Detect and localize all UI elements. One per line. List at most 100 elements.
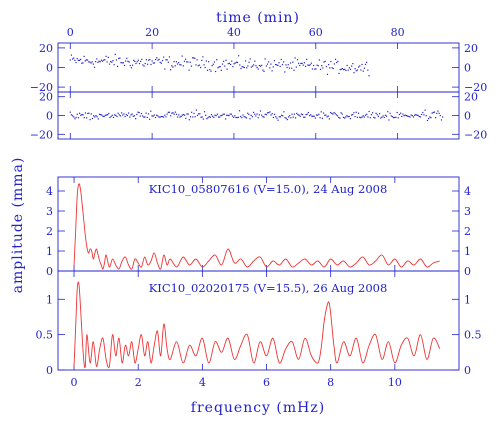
data-point [289, 115, 291, 117]
data-point [347, 116, 349, 118]
data-point [310, 114, 312, 116]
data-point [324, 60, 326, 63]
data-point [261, 64, 263, 66]
data-point [110, 115, 112, 118]
data-point [83, 55, 85, 58]
data-point [225, 59, 227, 61]
data-point [160, 115, 162, 118]
data-point [123, 64, 126, 67]
data-point [179, 116, 181, 118]
x-tick-label: 0 [67, 26, 74, 39]
x-tick-label: 20 [145, 26, 159, 39]
data-point [128, 61, 130, 63]
data-point [96, 116, 98, 118]
data-point [417, 114, 419, 117]
data-point [321, 65, 323, 67]
data-point [402, 113, 404, 115]
data-point [187, 61, 189, 63]
data-point [94, 116, 96, 118]
y-tick-label: 0 [464, 364, 471, 377]
data-point [77, 117, 80, 119]
data-point [264, 58, 266, 60]
data-point [93, 115, 95, 117]
data-point [209, 116, 211, 118]
data-point [381, 116, 383, 118]
data-point [234, 62, 236, 64]
data-point [336, 115, 339, 117]
spectrum-line-2 [73, 281, 441, 369]
data-point [226, 114, 228, 116]
data-point [202, 56, 204, 58]
data-point [400, 112, 402, 114]
data-point [96, 58, 98, 60]
x-tick-label: 4 [199, 376, 206, 389]
data-point [360, 69, 362, 71]
data-point [86, 59, 89, 61]
data-point [76, 58, 78, 60]
data-point [131, 113, 133, 115]
data-point [136, 113, 138, 116]
data-point [261, 114, 263, 116]
data-point [92, 63, 94, 65]
data-point [126, 114, 129, 117]
data-point [271, 113, 273, 115]
data-point [189, 116, 192, 118]
data-point [314, 117, 316, 119]
x-tick-label: 6 [263, 376, 270, 389]
y-tick-label: 4 [46, 185, 53, 198]
data-point [265, 113, 267, 116]
data-point [429, 116, 431, 118]
data-point [160, 62, 162, 64]
data-point [359, 116, 361, 118]
y-tick-label: 1 [46, 293, 53, 306]
data-point [105, 114, 108, 116]
data-point [145, 112, 147, 114]
data-point [70, 114, 73, 116]
panel4-frame [57, 270, 460, 371]
data-point [251, 116, 253, 118]
data-point [309, 64, 311, 66]
data-point [90, 113, 92, 115]
data-point [433, 111, 436, 113]
data-point [304, 116, 306, 118]
data-point [313, 64, 315, 67]
data-point [100, 59, 103, 61]
data-point [294, 117, 297, 119]
data-point [266, 63, 269, 65]
data-point [292, 61, 294, 63]
data-point [273, 113, 276, 115]
data-point [387, 111, 389, 113]
data-point [159, 61, 161, 63]
data-point [324, 114, 326, 116]
data-point [151, 60, 153, 62]
data-point [69, 59, 71, 61]
data-point [69, 111, 71, 113]
data-point [116, 115, 118, 118]
data-point [259, 65, 262, 67]
data-point [221, 63, 224, 65]
data-point [271, 70, 273, 72]
data-point [184, 114, 186, 116]
data-point [122, 62, 124, 64]
data-point [426, 119, 429, 122]
data-point [186, 113, 188, 115]
data-point [208, 61, 210, 63]
data-point [106, 61, 108, 63]
data-point [279, 65, 281, 67]
y-tick-label: 0 [46, 110, 53, 123]
data-point [123, 113, 125, 115]
data-point [436, 112, 438, 114]
data-point [164, 114, 166, 116]
data-point [311, 115, 313, 117]
data-point [296, 112, 298, 115]
data-point [224, 65, 226, 67]
bottom-x-axis-label: frequency (mHz) [191, 400, 325, 416]
data-point [71, 58, 74, 60]
data-point [172, 66, 174, 68]
data-point [255, 115, 257, 117]
data-point [352, 63, 354, 65]
data-point [346, 115, 348, 117]
data-point [183, 60, 186, 62]
data-point [299, 115, 301, 117]
data-point [118, 57, 120, 60]
